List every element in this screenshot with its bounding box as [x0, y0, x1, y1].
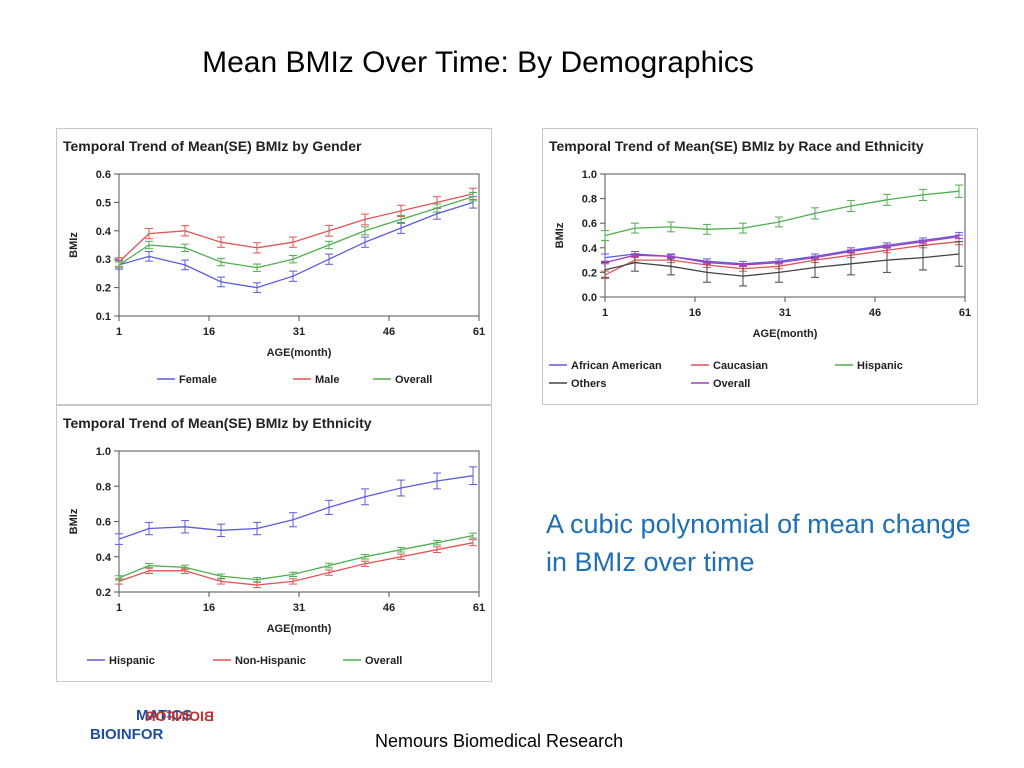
- legend-label: African American: [571, 360, 662, 372]
- y-tick-label: 0.8: [582, 194, 597, 206]
- x-tick-label: 16: [203, 326, 215, 338]
- chart-race-ethnicity: Temporal Trend of Mean(SE) BMIz by Race …: [549, 138, 971, 390]
- logo-text-top: MATICS: [136, 707, 192, 724]
- bioinformatics-logo: MATICS BIOINFOR BIOINFOR: [86, 703, 221, 747]
- y-tick-label: 0.5: [96, 197, 111, 209]
- y-tick-label: 1.0: [582, 169, 597, 181]
- caption-text: A cubic polynomial of mean change in BMI…: [546, 509, 971, 577]
- chart-title: Temporal Trend of Mean(SE) BMIz by Ethni…: [63, 415, 372, 431]
- y-axis-label: BMIz: [68, 508, 80, 534]
- x-axis-label: AGE(month): [267, 623, 332, 635]
- legend-label: Hispanic: [857, 360, 903, 372]
- x-tick-label: 16: [203, 602, 215, 614]
- x-tick-label: 16: [689, 307, 701, 319]
- y-tick-label: 0.2: [582, 267, 597, 279]
- y-tick-label: 0.4: [96, 226, 112, 238]
- legend-label: Overall: [713, 378, 750, 390]
- y-tick-label: 0.2: [96, 283, 111, 295]
- legend-label: Non-Hispanic: [235, 655, 306, 667]
- y-tick-label: 0.4: [582, 243, 598, 255]
- y-tick-label: 0.3: [96, 254, 111, 266]
- y-tick-label: 0.4: [96, 552, 112, 564]
- legend-label: Female: [179, 374, 217, 386]
- x-tick-label: 31: [293, 602, 305, 614]
- y-tick-label: 0.2: [96, 587, 111, 599]
- series-line: [604, 190, 960, 237]
- y-tick-label: 0.1: [96, 311, 111, 323]
- logo-text-bottom: BIOINFOR: [90, 726, 163, 743]
- series-line: [604, 253, 960, 277]
- logo-graphic: MATICS BIOINFOR BIOINFOR: [90, 707, 214, 743]
- x-axis-label: AGE(month): [753, 328, 818, 340]
- x-tick-label: 46: [383, 326, 395, 338]
- y-axis-label: BMIz: [554, 222, 566, 248]
- chart-ethnicity: Temporal Trend of Mean(SE) BMIz by Ethni…: [63, 415, 485, 667]
- series-line: [118, 193, 474, 263]
- series-line: [118, 534, 474, 581]
- legend-label: Caucasian: [713, 360, 768, 372]
- legend-label: Male: [315, 374, 339, 386]
- plot-frame: [604, 173, 966, 298]
- legend-label: Hispanic: [109, 655, 155, 667]
- series-line: [118, 475, 474, 540]
- series-line: [118, 201, 474, 289]
- plot-frame: [118, 173, 480, 317]
- legend-label: Overall: [395, 374, 432, 386]
- legend-label: Overall: [365, 655, 402, 667]
- y-tick-label: 0.6: [582, 218, 597, 230]
- legend-label: Others: [571, 378, 606, 390]
- y-axis-label: BMIz: [68, 232, 80, 258]
- x-tick-label: 46: [869, 307, 881, 319]
- y-tick-label: 1.0: [96, 446, 111, 458]
- slide-title: Mean BMIz Over Time: By Demographics: [202, 46, 754, 79]
- x-tick-label: 46: [383, 602, 395, 614]
- y-tick-label: 0.0: [582, 292, 597, 304]
- chart-panel-ethnicity: Temporal Trend of Mean(SE) BMIz by Ethni…: [56, 405, 492, 682]
- footer-text: Nemours Biomedical Research: [375, 731, 624, 751]
- chart-title: Temporal Trend of Mean(SE) BMIz by Gende…: [63, 138, 362, 154]
- y-tick-label: 0.6: [96, 169, 111, 181]
- chart-title: Temporal Trend of Mean(SE) BMIz by Race …: [549, 138, 924, 154]
- x-tick-label: 31: [293, 326, 305, 338]
- x-tick-label: 61: [959, 307, 971, 319]
- x-tick-label: 1: [116, 326, 122, 338]
- x-tick-label: 31: [779, 307, 791, 319]
- logo-text-mirror: BIOINFOR: [146, 708, 214, 724]
- x-tick-label: 1: [602, 307, 608, 319]
- x-axis-label: AGE(month): [267, 347, 332, 359]
- x-tick-label: 1: [116, 602, 122, 614]
- x-tick-label: 61: [473, 326, 485, 338]
- y-tick-label: 0.6: [96, 517, 111, 529]
- chart-panel-gender: Temporal Trend of Mean(SE) BMIz by Gende…: [56, 128, 492, 405]
- y-tick-label: 0.8: [96, 481, 111, 493]
- chart-panel-race: Temporal Trend of Mean(SE) BMIz by Race …: [542, 128, 978, 405]
- x-tick-label: 61: [473, 602, 485, 614]
- chart-gender: Temporal Trend of Mean(SE) BMIz by Gende…: [63, 138, 485, 386]
